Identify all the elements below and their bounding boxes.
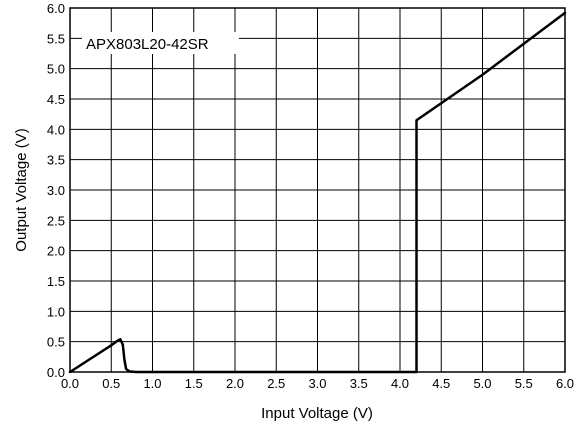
- x-tick-label: 6.0: [556, 376, 574, 391]
- y-tick-label: 1.5: [47, 274, 65, 289]
- y-tick-label: 4.5: [47, 92, 65, 107]
- x-tick-labels: 0.0 0.5 1.0 1.5 2.0 2.5 3.0 3.5 4.0 4.5 5.0 5.5 6.0: [61, 376, 574, 391]
- x-tick-label: 4.0: [391, 376, 409, 391]
- x-tick-label: 2.0: [226, 376, 244, 391]
- x-tick-label: 3.0: [308, 376, 326, 391]
- x-tick-label: 0.5: [102, 376, 120, 391]
- y-axis-title: Output Voltage (V): [13, 128, 30, 251]
- y-tick-label: 0.0: [47, 365, 65, 380]
- y-tick-label: 2.5: [47, 213, 65, 228]
- y-tick-label: 1.0: [47, 304, 65, 319]
- y-tick-label: 0.5: [47, 335, 65, 350]
- y-tick-labels: 0.0 0.5 1.0 1.5 2.0 2.5 3.0 3.5 4.0 4.5 5.0 5.5 6.0: [47, 1, 65, 380]
- y-tick-label: 5.0: [47, 62, 65, 77]
- x-tick-label: 2.5: [267, 376, 285, 391]
- x-tick-label: 5.5: [515, 376, 533, 391]
- x-tick-label: 1.0: [143, 376, 161, 391]
- y-tick-label: 5.5: [47, 31, 65, 46]
- x-tick-label: 1.5: [185, 376, 203, 391]
- y-tick-label: 6.0: [47, 1, 65, 16]
- x-tick-label: 3.5: [350, 376, 368, 391]
- chart-annotation: APX803L20-42SR: [86, 36, 209, 53]
- x-tick-label: 4.5: [432, 376, 450, 391]
- y-tick-label: 3.0: [47, 183, 65, 198]
- x-tick-label: 5.0: [473, 376, 491, 391]
- x-axis-title: Input Voltage (V): [261, 405, 373, 422]
- y-tick-label: 4.0: [47, 122, 65, 137]
- y-tick-label: 2.0: [47, 244, 65, 259]
- y-tick-label: 3.5: [47, 153, 65, 168]
